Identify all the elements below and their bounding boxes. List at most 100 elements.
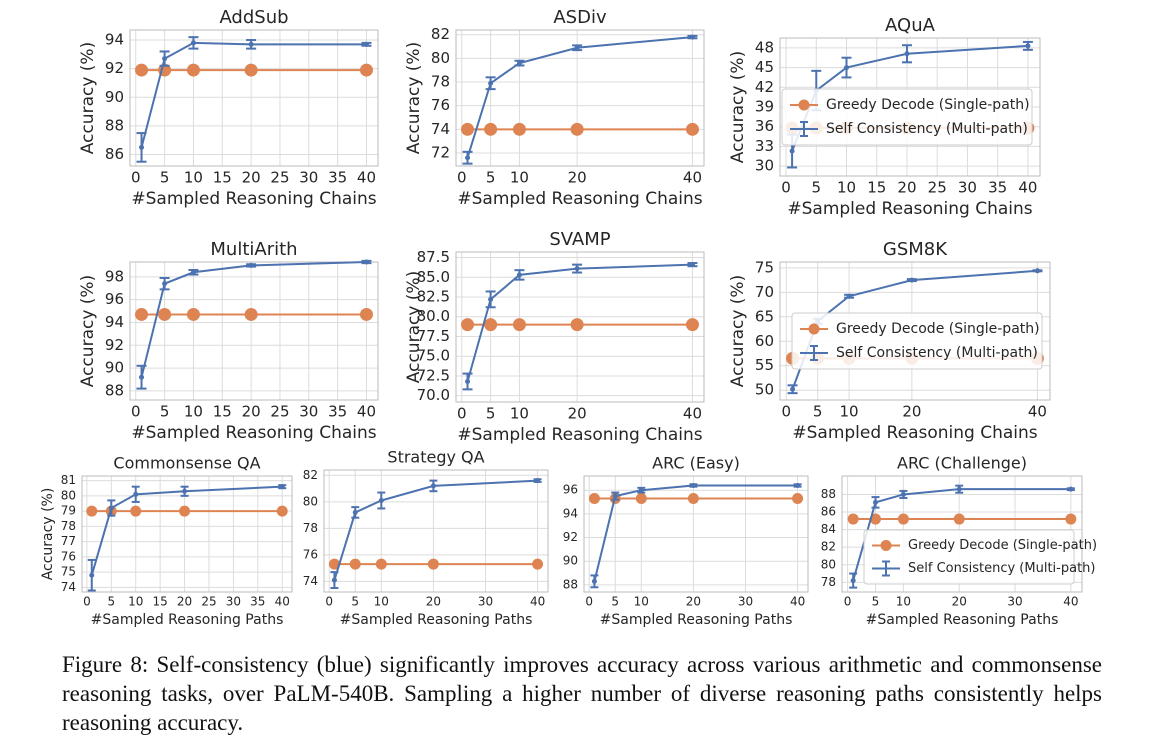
point [162, 281, 168, 287]
y-tick-label: 33 [755, 137, 774, 155]
point [635, 492, 647, 504]
x-tick-label: 5 [351, 595, 359, 609]
point [352, 509, 358, 515]
point [182, 488, 188, 494]
y-tick-label: 77 [61, 534, 76, 548]
y-tick-label: 80 [61, 488, 76, 502]
x-tick-label: 40 [1063, 595, 1078, 609]
y-tick-label: 36 [755, 117, 774, 135]
y-tick-label: 90 [105, 88, 124, 106]
point [789, 148, 795, 154]
y-tick-label: 50 [755, 381, 774, 399]
legend-box [791, 312, 1043, 370]
chart-title: Strategy QA [387, 448, 484, 467]
x-tick-label: 20 [242, 169, 261, 187]
x-tick-label: 20 [902, 403, 921, 421]
plot-frame [779, 261, 1051, 401]
x-tick-label: 40 [683, 169, 702, 187]
series-line [90, 485, 283, 576]
y-tick-label: 96 [105, 290, 124, 308]
x-tick-label: 35 [328, 169, 347, 187]
point [850, 578, 856, 584]
y-tick-label: 60 [755, 332, 774, 350]
chart-title: ARC (Easy) [652, 454, 740, 473]
x-tick-label: 30 [478, 595, 493, 609]
point [638, 487, 644, 493]
plot-frame [841, 475, 1083, 593]
x-tick-label: 20 [686, 595, 701, 609]
point [897, 513, 909, 525]
point [465, 155, 471, 161]
point [689, 262, 695, 268]
y-tick-label: 88 [105, 116, 124, 134]
point [869, 513, 881, 525]
point [1034, 268, 1040, 274]
y-tick-label: 75 [755, 258, 774, 276]
legend-swatch [808, 323, 820, 335]
x-tick-label: 30 [738, 595, 753, 609]
legend-box [863, 529, 1075, 585]
y-tick-label: 87.5 [417, 248, 450, 266]
figure: 86 88 90 92 94 0 5 10 15 20 25 30 35 40 AddSub #Sampled… [40, 7, 1097, 628]
x-axis-label: #Sampled Reasoning Paths [340, 612, 533, 628]
point [375, 558, 387, 570]
point [244, 307, 258, 321]
y-tick-label: 78 [303, 521, 318, 535]
x-tick-label: 20 [952, 595, 967, 609]
x-tick-label: 15 [152, 595, 167, 609]
y-axis-label: Accuracy (%) [728, 275, 748, 387]
x-tick-label: 20 [568, 169, 587, 187]
legend-label: Greedy Decode (Single-path) [836, 321, 1040, 337]
y-tick-label: 76 [61, 549, 76, 563]
x-tick-label: 40 [790, 595, 805, 609]
point [612, 493, 618, 499]
point [359, 63, 373, 77]
y-tick-label: 80 [821, 557, 836, 571]
y-tick-label: 48 [755, 38, 774, 56]
x-tick-label: 0 [457, 405, 467, 423]
x-tick-label: 20 [568, 405, 587, 423]
x-tick-label: 0 [83, 595, 91, 609]
legend-label: Greedy Decode (Single-path) [826, 97, 1030, 113]
point [248, 262, 254, 268]
x-tick-label: 15 [213, 403, 232, 421]
chart-title: GSM8K [883, 239, 948, 260]
y-tick-label: 55 [755, 356, 774, 374]
y-tick-label: 90 [563, 554, 578, 568]
point [516, 272, 522, 278]
point [130, 505, 142, 517]
x-tick-label: 0 [781, 179, 791, 197]
point [179, 505, 191, 517]
y-tick-label: 75.0 [417, 347, 450, 365]
plot-frame [129, 261, 379, 401]
y-tick-label: 82 [821, 540, 836, 554]
y-axis-label: Accuracy (%) [404, 271, 424, 383]
y-tick-label: 82.5 [417, 288, 450, 306]
x-tick-label: 10 [840, 403, 859, 421]
y-tick-label: 78 [431, 73, 450, 91]
point [1065, 513, 1077, 525]
y-tick-label: 77.5 [417, 327, 450, 345]
point [86, 505, 98, 517]
chart-title: ARC (Challenge) [897, 454, 1027, 473]
y-tick-label: 92 [105, 336, 124, 354]
series-line [140, 41, 367, 148]
point [276, 505, 288, 517]
point [190, 269, 196, 275]
plot-frame [129, 29, 379, 167]
point [689, 34, 695, 40]
point [844, 65, 850, 71]
plot-frame [323, 469, 549, 593]
x-tick-label: 30 [226, 595, 241, 609]
x-tick-label: 15 [213, 169, 232, 187]
y-tick-label: 78 [61, 519, 76, 533]
point [135, 63, 149, 77]
chart-title: MultiArith [210, 239, 297, 260]
point [461, 318, 475, 332]
y-axis-label: Accuracy (%) [40, 488, 56, 581]
y-tick-label: 94 [105, 31, 124, 49]
y-tick-label: 74 [431, 120, 450, 138]
y-tick-label: 86 [105, 145, 124, 163]
y-tick-label: 88 [821, 487, 836, 501]
point [591, 578, 597, 584]
